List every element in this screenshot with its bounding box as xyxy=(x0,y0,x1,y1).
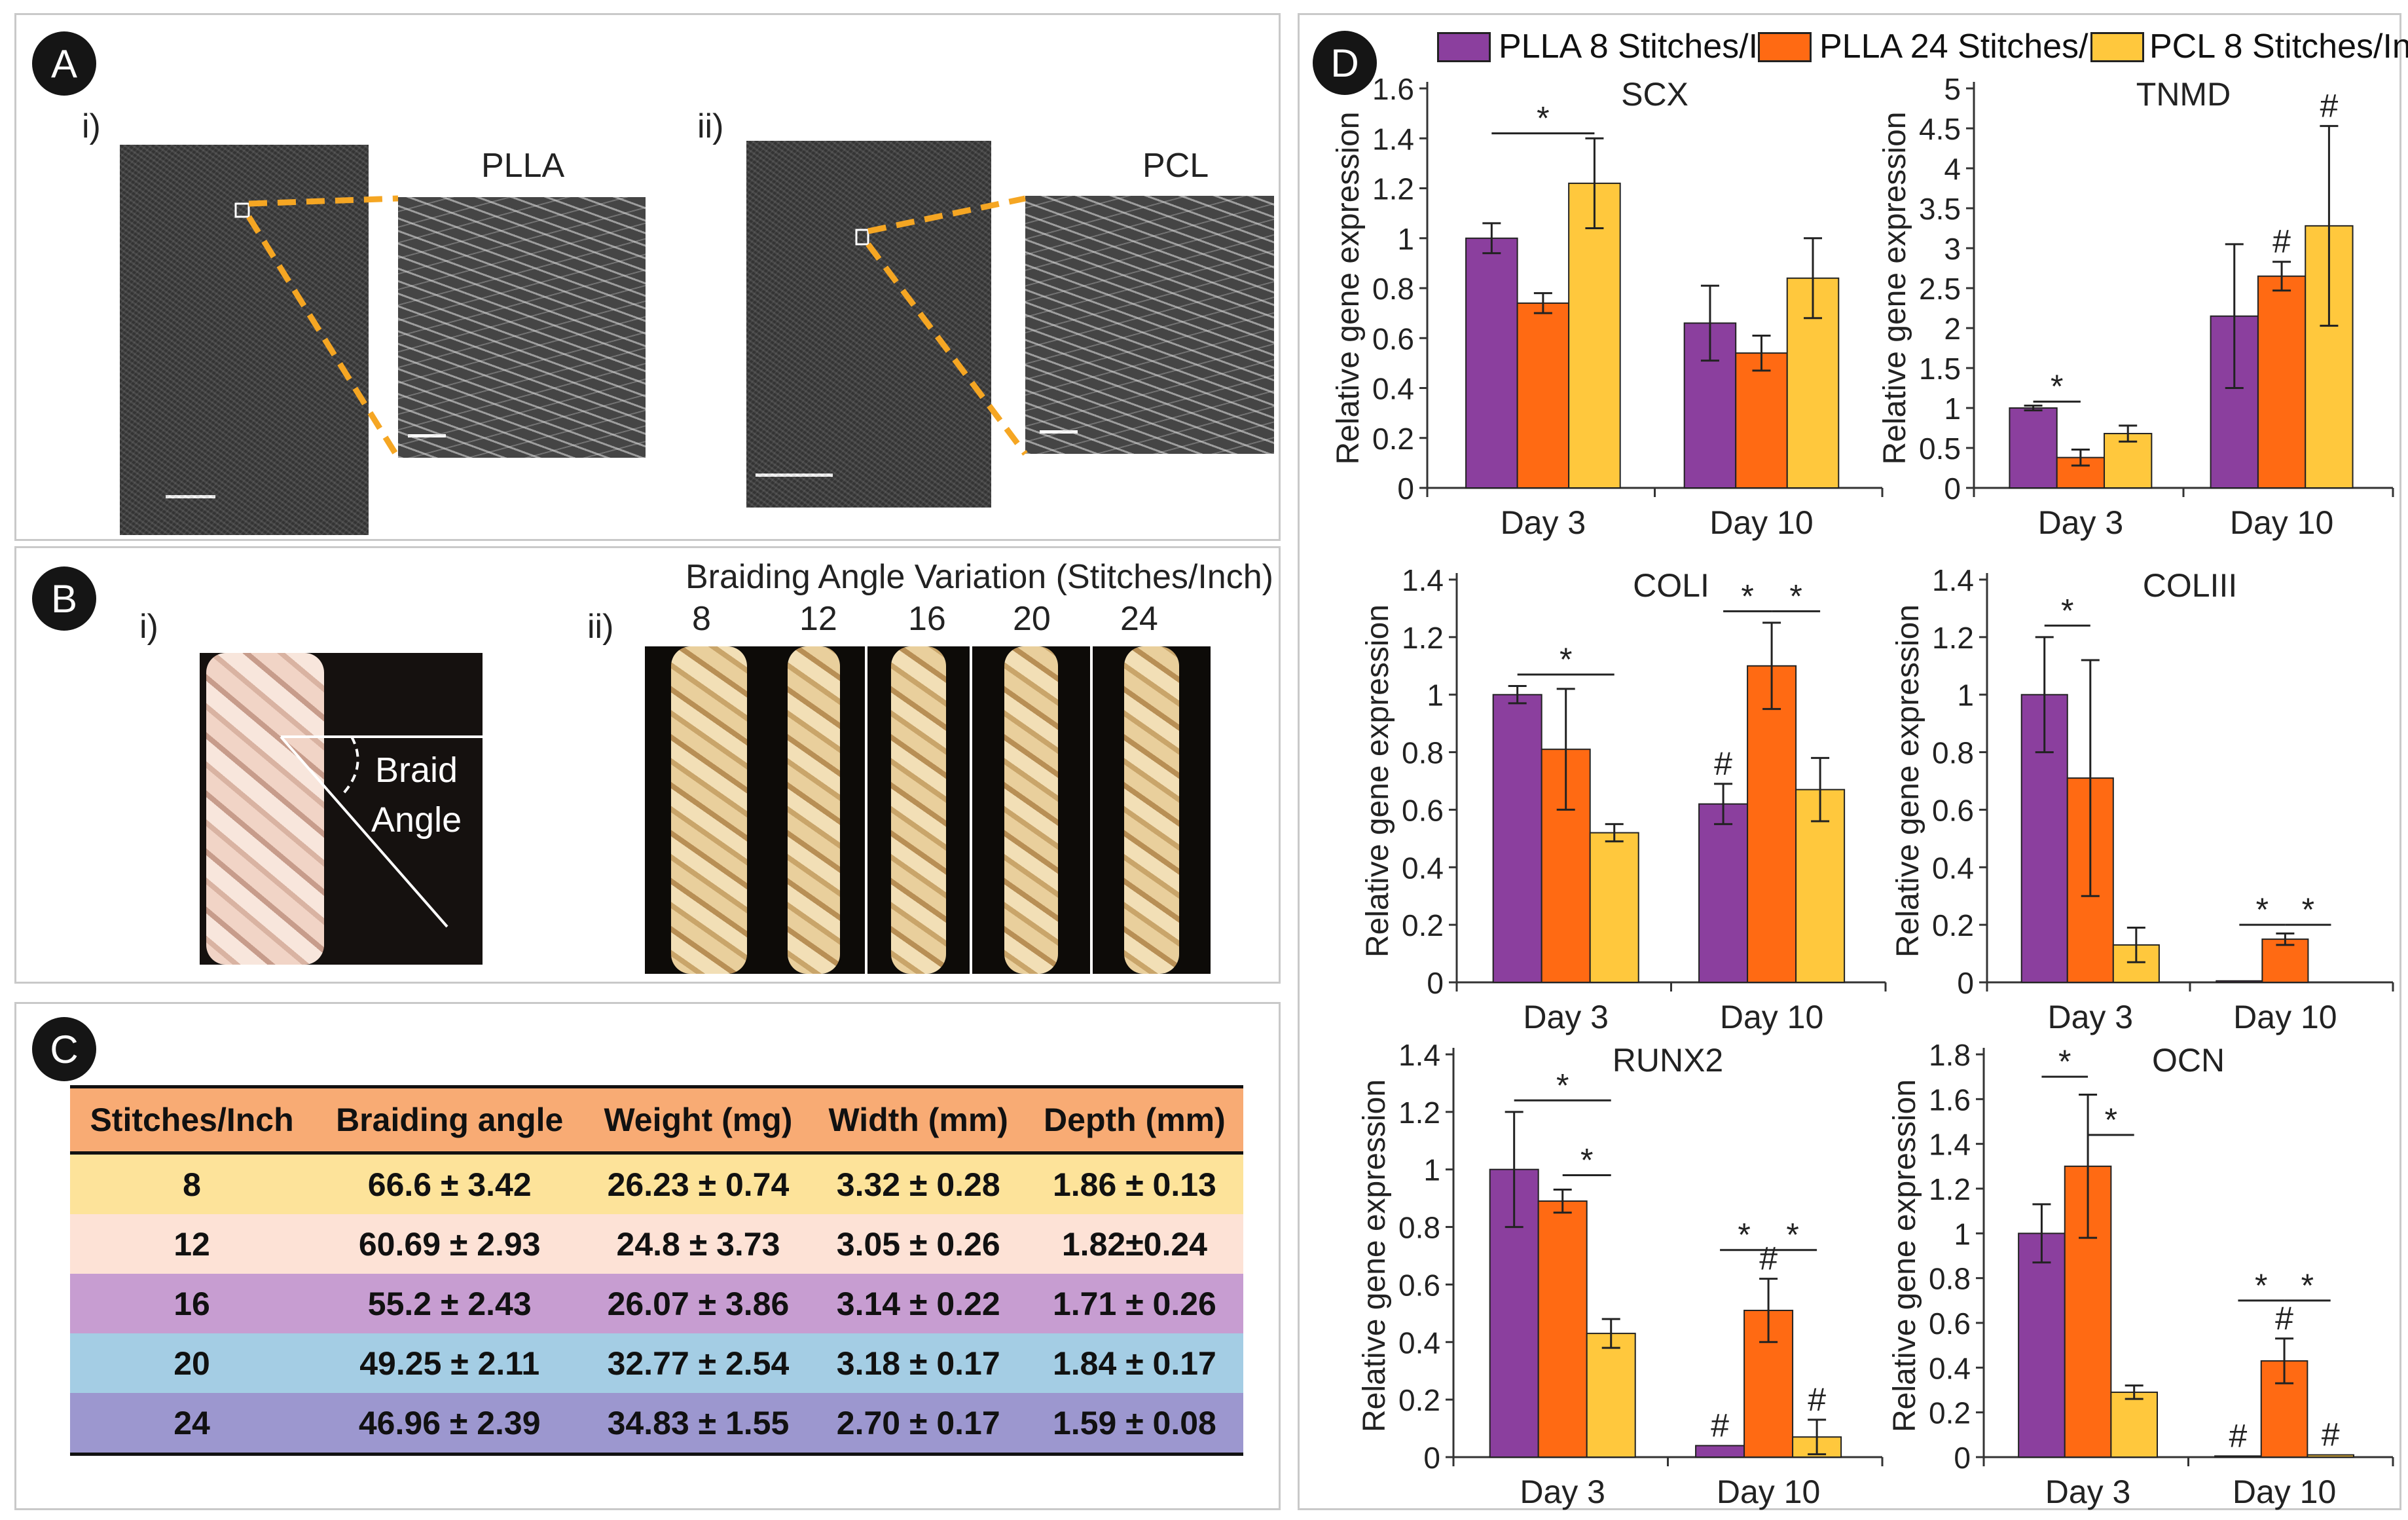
panel-b-label-ii: ii) xyxy=(587,608,614,646)
stitch-label-24: 24 xyxy=(1120,600,1158,638)
braid-photo-24 xyxy=(1093,646,1211,974)
braid-angle-braid xyxy=(206,653,324,965)
legend-swatch-plla8 xyxy=(1437,32,1491,62)
table-cell: 3.05 ± 0.26 xyxy=(836,1225,1000,1263)
panel-b-badge: B xyxy=(32,566,96,631)
braid-photo-8 xyxy=(645,646,773,974)
braid-angle-label-2: Angle xyxy=(371,800,462,840)
table-cell: 26.07 ± 3.86 xyxy=(607,1285,790,1322)
legend-label-plla8: PLLA 8 Stitches/In xyxy=(1499,28,1777,65)
table-header: Stitches/Inch xyxy=(70,1086,314,1153)
panel-a-title-pcl: PCL xyxy=(1142,147,1209,185)
table-cell: 8 xyxy=(183,1166,201,1203)
panel-c-badge: C xyxy=(32,1017,96,1081)
table-header-row: Stitches/Inch Braiding angle Weight (mg)… xyxy=(70,1086,1243,1153)
table-row: 16 55.2 ± 2.43 26.07 ± 3.86 3.14 ± 0.22 … xyxy=(70,1274,1243,1333)
legend-swatch-pcl8 xyxy=(2090,32,2144,62)
panel-c: C Stitches/Inch Braiding angle Weight (m… xyxy=(14,1002,1281,1510)
table-cell: 3.18 ± 0.17 xyxy=(836,1344,1000,1382)
table-cell: 32.77 ± 2.54 xyxy=(607,1344,790,1382)
table-cell: 1.86 ± 0.13 xyxy=(1052,1166,1216,1203)
braid-angle-lines xyxy=(280,735,483,928)
braid-24 xyxy=(1124,646,1179,974)
table-cell: 34.83 ± 1.55 xyxy=(607,1404,790,1441)
table-row: 8 66.6 ± 3.42 26.23 ± 0.74 3.32 ± 0.28 1… xyxy=(70,1153,1243,1214)
table-header: Depth (mm) xyxy=(1025,1086,1243,1153)
plla-sem-image xyxy=(120,145,369,535)
braid-properties-table: Stitches/Inch Braiding angle Weight (mg)… xyxy=(70,1085,1243,1456)
table-cell: 24 xyxy=(173,1404,210,1441)
panel-a-label-ii: ii) xyxy=(697,107,724,145)
stitch-label-12: 12 xyxy=(799,600,837,638)
table-cell: 24.8 ± 3.73 xyxy=(616,1225,780,1263)
legend-label-pcl8: PCL 8 Stitches/In xyxy=(2149,28,2408,65)
pcl-sem-scalebar xyxy=(756,473,833,477)
braid-angle-label-1: Braid xyxy=(375,751,458,790)
braid-photo-16 xyxy=(867,646,970,974)
table-cell: 1.82±0.24 xyxy=(1061,1225,1207,1263)
table-cell: 12 xyxy=(173,1225,210,1263)
table-row: 12 60.69 ± 2.93 24.8 ± 3.73 3.05 ± 0.26 … xyxy=(70,1214,1243,1274)
braid-16 xyxy=(891,646,946,974)
table-cell: 1.84 ± 0.17 xyxy=(1052,1344,1216,1382)
table-cell: 49.25 ± 2.11 xyxy=(359,1344,540,1382)
braid-variation-title: Braiding Angle Variation (Stitches/Inch) xyxy=(685,558,1273,596)
pcl-fiber-zoom-image xyxy=(1025,196,1274,454)
table-cell: 3.32 ± 0.28 xyxy=(836,1166,1000,1203)
braid-20 xyxy=(1004,646,1058,974)
braid-angle-photo: Braid Angle xyxy=(200,653,483,965)
table-header: Braiding angle xyxy=(314,1086,586,1153)
panel-a-title-plla: PLLA xyxy=(481,147,565,185)
stitch-label-8: 8 xyxy=(692,600,711,638)
table-cell: 16 xyxy=(173,1285,210,1322)
panel-a: A i) ii) PLLA PCL xyxy=(14,13,1281,541)
table-row: 20 49.25 ± 2.11 32.77 ± 2.54 3.18 ± 0.17… xyxy=(70,1333,1243,1393)
table-cell: 1.71 ± 0.26 xyxy=(1052,1285,1216,1322)
panel-b: B i) ii) Braiding Angle Variation (Stitc… xyxy=(14,546,1281,984)
plla-fiber-zoom-image xyxy=(398,197,646,458)
stitch-label-20: 20 xyxy=(1013,600,1051,638)
table-row: 24 46.96 ± 2.39 34.83 ± 1.55 2.70 ± 0.17… xyxy=(70,1393,1243,1455)
panel-b-label-i: i) xyxy=(139,608,158,646)
table-cell: 55.2 ± 2.43 xyxy=(367,1285,532,1322)
braid-angle-arc xyxy=(342,736,359,794)
braid-photo-12 xyxy=(763,646,865,974)
braid-8 xyxy=(671,646,747,974)
table-cell: 20 xyxy=(173,1344,210,1382)
panel-d: D PLLA 8 Stitches/In PLLA 24 Stitches/In… xyxy=(1298,13,2408,1510)
stitch-label-16: 16 xyxy=(908,600,946,638)
table-cell: 3.14 ± 0.22 xyxy=(836,1285,1000,1322)
table-cell: 46.96 ± 2.39 xyxy=(358,1404,541,1441)
table-header: Weight (mg) xyxy=(585,1086,811,1153)
legend-label-plla24: PLLA 24 Stitches/In xyxy=(1819,28,2117,65)
braid-photo-20 xyxy=(972,646,1090,974)
table-cell: 66.6 ± 3.42 xyxy=(367,1166,532,1203)
table-cell: 2.70 ± 0.17 xyxy=(836,1404,1000,1441)
table-cell: 1.59 ± 0.08 xyxy=(1052,1404,1216,1441)
pcl-sem-image xyxy=(746,141,991,508)
table-cell: 60.69 ± 2.93 xyxy=(358,1225,541,1263)
table-header: Width (mm) xyxy=(811,1086,1026,1153)
braid-12 xyxy=(788,646,840,974)
panel-d-badge: D xyxy=(1313,31,1377,95)
panel-a-badge: A xyxy=(32,31,96,96)
braid-angle-diagonal xyxy=(280,735,448,928)
legend-swatch-plla24 xyxy=(1758,32,1812,62)
table-cell: 26.23 ± 0.74 xyxy=(607,1166,790,1203)
pcl-zoom-scalebar xyxy=(1040,430,1078,434)
plla-zoom-scalebar xyxy=(408,434,446,437)
panel-a-label-i: i) xyxy=(82,107,101,145)
plla-sem-scalebar xyxy=(166,495,215,498)
